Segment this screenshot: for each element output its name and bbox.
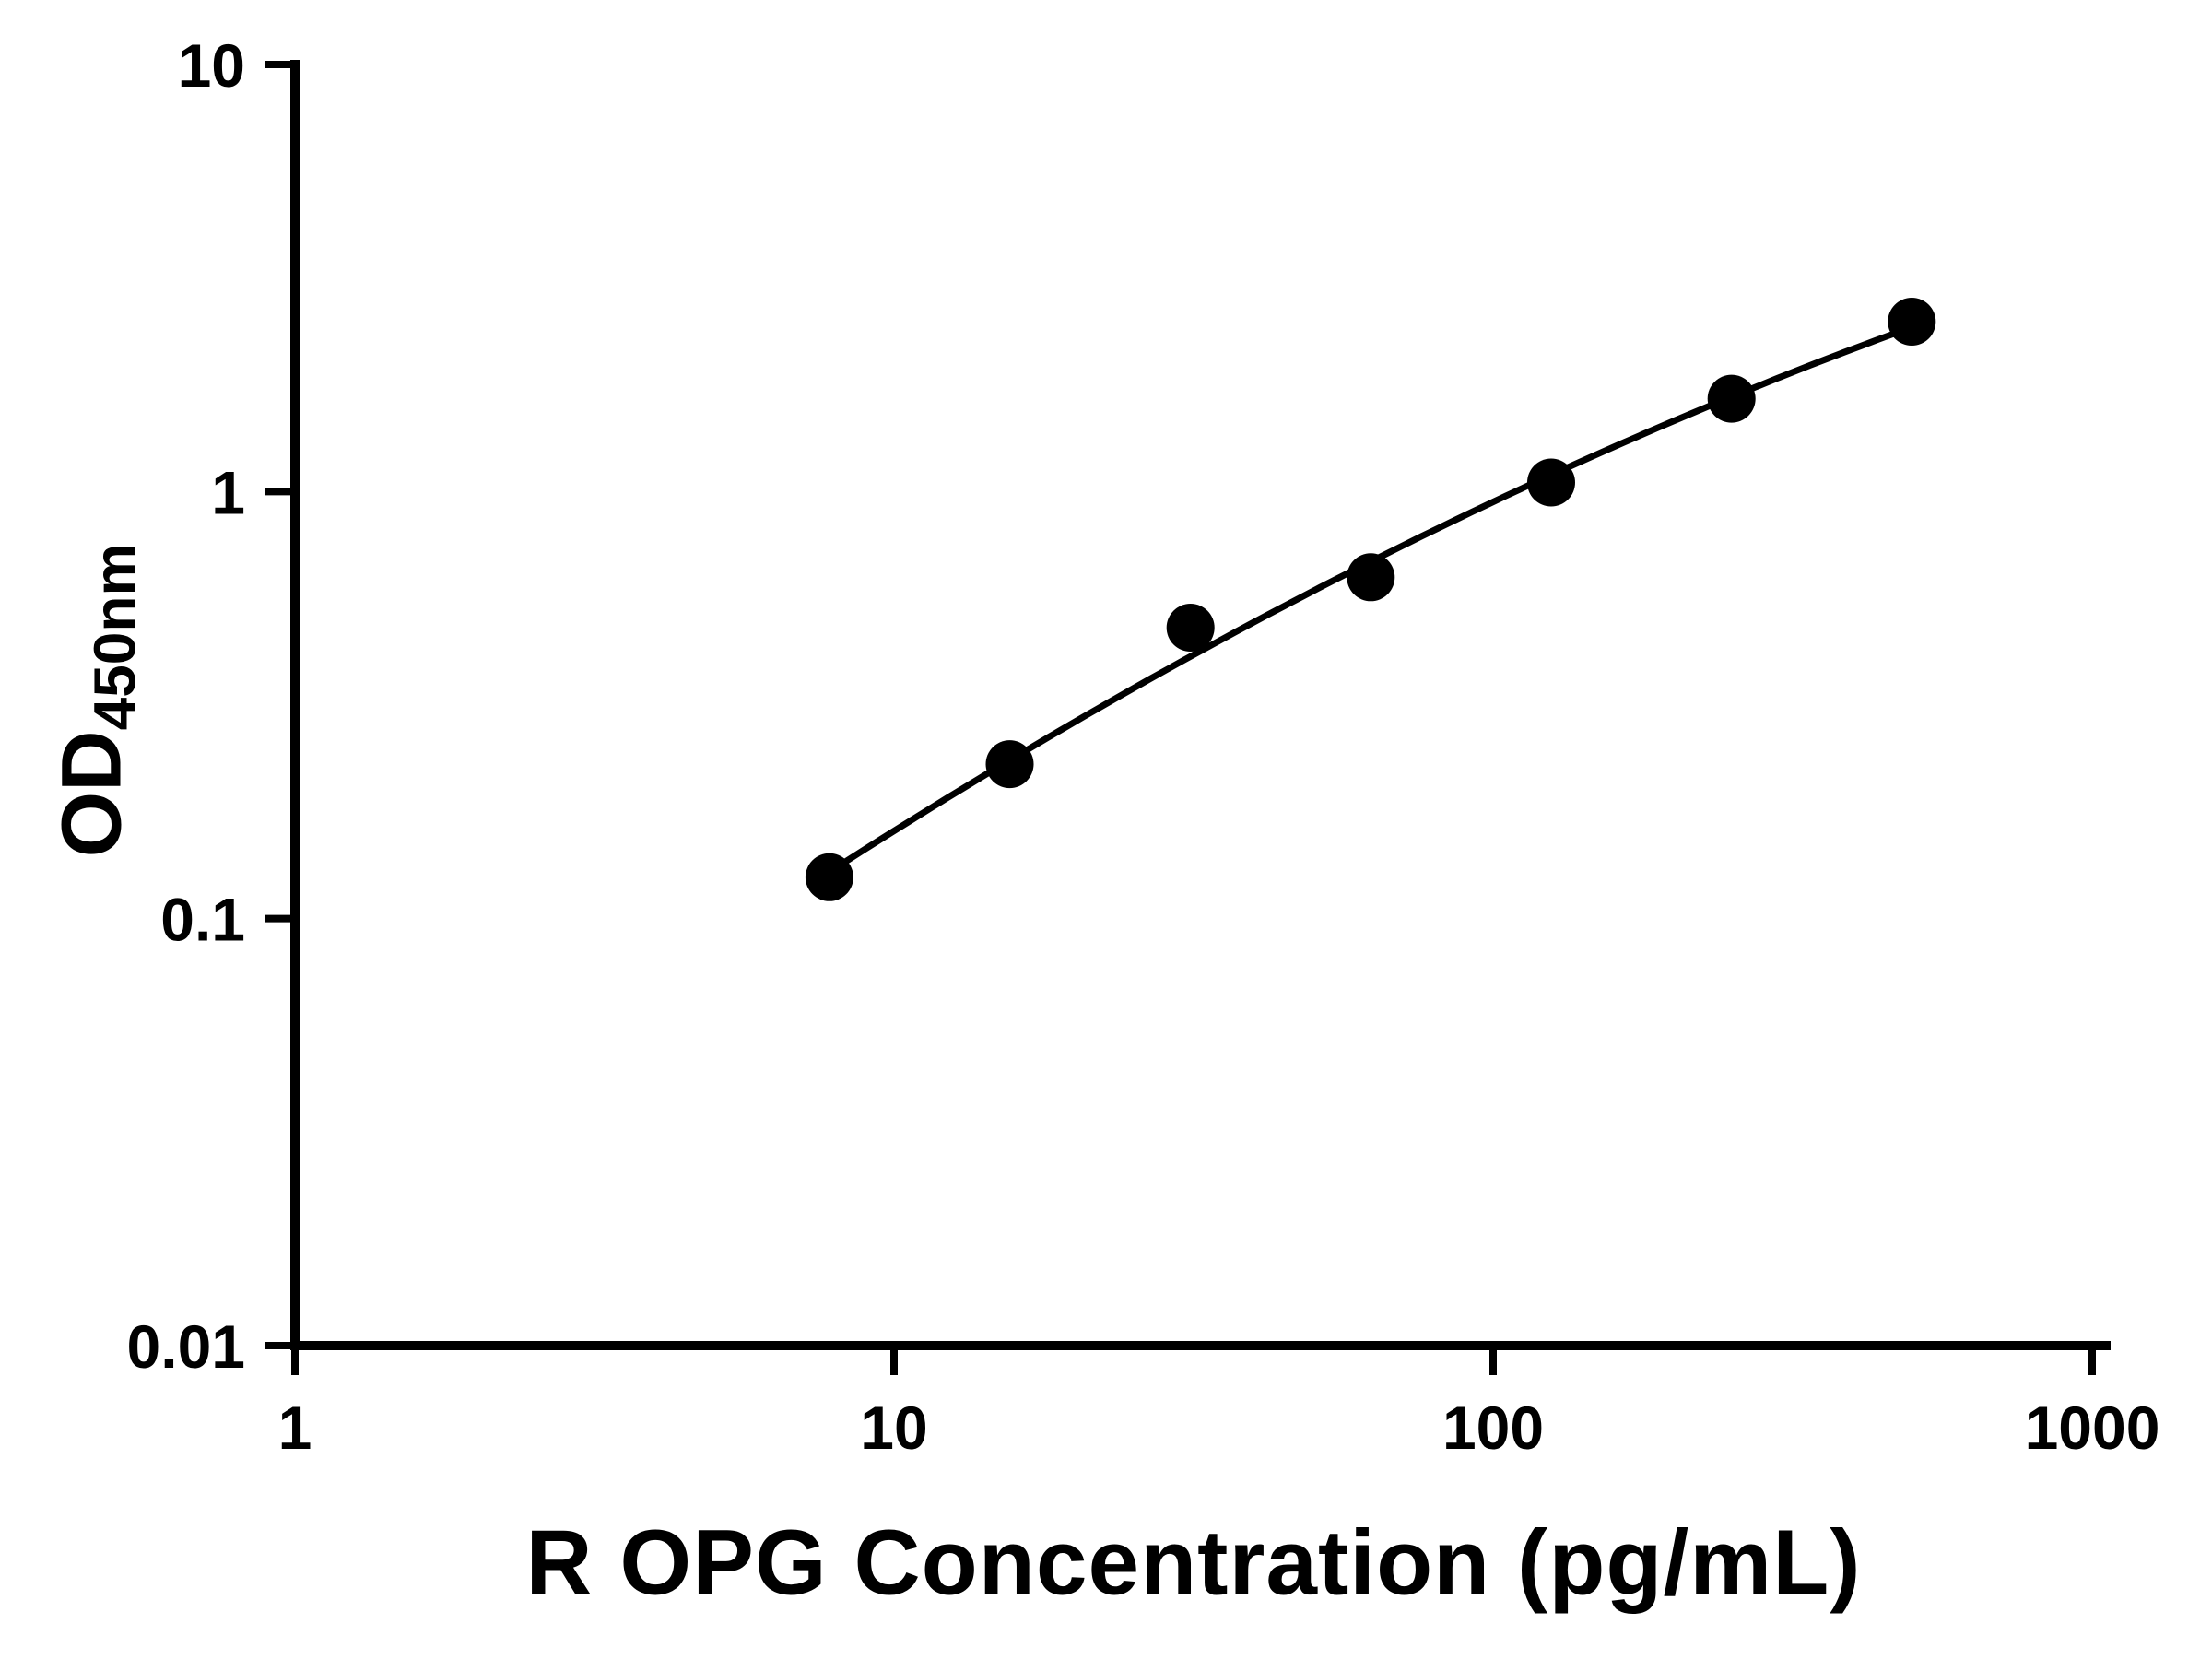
x-axis-title-text: R OPG Concentration (pg/mL) [525, 1511, 1862, 1615]
data-point [985, 740, 1034, 789]
y-tick-label: 0.1 [160, 886, 245, 954]
data-point [1707, 374, 1756, 423]
x-tick-label: 1 [278, 1394, 312, 1462]
tick-labels-layer: 1 10 100 1000 10 1 0.1 0.01 [127, 31, 2160, 1462]
y-tick-label: 0.01 [127, 1312, 245, 1381]
data-point [1166, 604, 1215, 652]
x-tick-label: 10 [860, 1394, 927, 1462]
x-tick-label: 1000 [2025, 1394, 2160, 1462]
data-point [1527, 458, 1575, 507]
data-point [1888, 298, 1936, 346]
y-tick-label: 1 [211, 458, 245, 526]
data-point [1347, 553, 1395, 602]
data-points-layer [805, 298, 1936, 901]
axes [265, 60, 2111, 1375]
x-axis-title: R OPG Concentration (pg/mL) [525, 1511, 1861, 1617]
y-axis-title: OD450nm [44, 544, 148, 858]
y-axis-title-sub: 450nm [81, 543, 148, 731]
y-axis-title-main: OD [44, 730, 139, 858]
y-tick-label: 10 [178, 31, 245, 100]
x-tick-label: 100 [1442, 1394, 1544, 1462]
data-point [805, 853, 853, 901]
